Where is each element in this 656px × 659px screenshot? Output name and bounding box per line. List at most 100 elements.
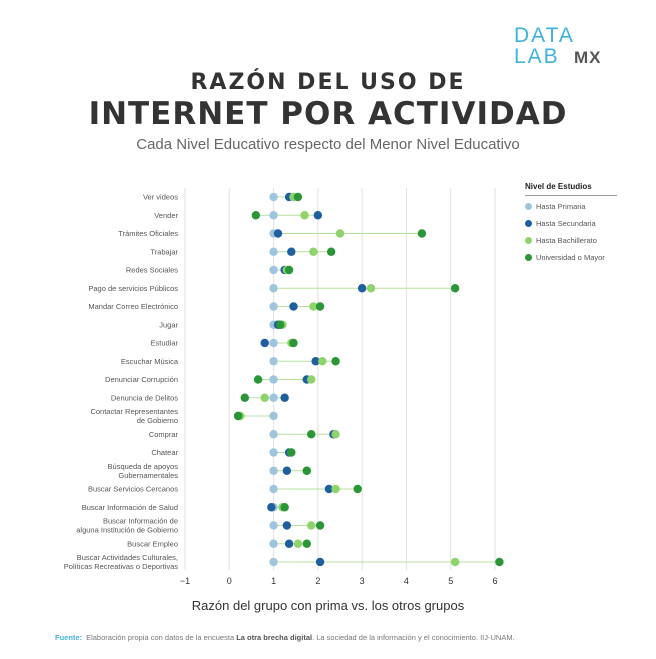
data-point	[260, 393, 269, 402]
data-point	[269, 302, 278, 311]
data-point	[273, 229, 283, 238]
legend-dot-icon	[525, 237, 532, 244]
legend-title: Nivel de Estudios	[525, 182, 592, 191]
logo-line-1: DATA	[514, 24, 575, 47]
legend-dot-icon	[525, 203, 532, 210]
chart-title-line-2: INTERNET POR ACTIVIDAD	[88, 96, 568, 132]
data-point	[324, 484, 334, 494]
category-label: Buscar Empleo	[127, 539, 178, 548]
legend-item-secundaria: Hasta Secundaria	[525, 219, 626, 228]
legend: Nivel de Estudios Hasta Primaria Hasta S…	[525, 182, 645, 270]
x-tick-label: 5	[448, 576, 453, 586]
data-point	[269, 211, 278, 220]
legend-divider	[525, 195, 617, 196]
data-point	[269, 192, 278, 202]
category-label: Mandar Correo Electrónico	[88, 302, 178, 311]
data-point	[280, 503, 289, 512]
data-point	[309, 302, 318, 311]
data-point	[269, 357, 278, 366]
data-point	[315, 521, 325, 530]
data-point	[293, 539, 303, 548]
data-point	[253, 375, 263, 384]
footer-survey-name: La otra brecha digital	[236, 633, 313, 642]
data-point	[267, 503, 276, 512]
data-point	[450, 557, 460, 567]
category-label: Buscar Información de	[103, 517, 178, 526]
legend-item-universidad: Universidad o Mayor	[525, 253, 626, 262]
data-point	[293, 192, 303, 202]
category-label: Buscar Servicios Cercanos	[88, 485, 178, 494]
source-footer: Fuente: Elaboración propia con datos de l…	[55, 633, 515, 642]
data-point	[269, 521, 278, 530]
data-point	[251, 211, 261, 220]
category-label: Contactar Representantes	[90, 407, 178, 416]
category-label: Estudiar	[150, 339, 178, 348]
legend-label: Hasta Primaria	[536, 202, 586, 211]
data-point	[269, 247, 278, 256]
data-point	[331, 430, 340, 439]
data-point	[269, 430, 278, 439]
data-point	[326, 247, 336, 256]
footer-text-after: . La sociedad de la información y el con…	[312, 633, 515, 642]
data-point	[269, 375, 278, 384]
category-label: alguna Institución de Gobierno	[76, 526, 178, 535]
category-label: Trámites Oficiales	[118, 229, 178, 238]
data-point	[450, 284, 460, 293]
data-point	[269, 539, 278, 548]
legend-label: Hasta Secundaria	[536, 219, 596, 228]
x-tick-label: 2	[315, 576, 320, 586]
category-label: Comprar	[149, 430, 179, 439]
data-point	[357, 284, 367, 293]
logo-line-3: MX	[574, 48, 602, 67]
legend-item-primaria: Hasta Primaria	[525, 202, 626, 211]
data-point	[269, 448, 278, 457]
legend-label: Hasta Bachillerato	[536, 236, 597, 245]
data-point	[276, 320, 285, 329]
logo-line-2: LAB	[514, 45, 560, 68]
data-point	[335, 229, 345, 238]
category-label: Denuncia de Delitos	[111, 393, 178, 402]
category-label: Trabajar	[150, 247, 178, 256]
data-point	[269, 284, 278, 293]
data-point	[307, 430, 316, 439]
category-label: Denunciar Corrupción	[105, 375, 178, 384]
data-point	[284, 539, 294, 548]
x-tick-label: 3	[360, 576, 365, 586]
x-tick-label: 0	[227, 576, 232, 586]
x-axis-label: Razón del grupo con prima vs. los otros …	[191, 598, 465, 613]
category-label: Chatear	[151, 448, 178, 457]
data-point	[315, 302, 325, 311]
data-point	[269, 265, 278, 275]
data-point	[240, 393, 249, 402]
data-point	[284, 265, 294, 275]
data-point	[309, 247, 318, 256]
data-point	[307, 375, 316, 384]
category-label: Jugar	[159, 320, 178, 329]
data-point	[495, 557, 504, 567]
footer-source-label: Fuente:	[55, 633, 83, 642]
data-point	[366, 284, 376, 293]
x-tick-label: 6	[492, 576, 497, 586]
category-label: Ver videos	[143, 193, 178, 202]
chart-title-line-1: RAZÓN DEL USO DE	[190, 70, 466, 95]
data-point	[307, 521, 316, 530]
data-point	[331, 357, 340, 366]
category-label: de Gobierno	[137, 416, 178, 425]
x-tick-label: −1	[180, 576, 190, 586]
data-point	[269, 411, 278, 421]
footer-text-before: Elaboración propia con datos de la encue…	[86, 633, 235, 642]
data-point	[315, 557, 325, 567]
data-point	[318, 357, 327, 366]
category-label: Buscar Información de Salud	[82, 503, 178, 512]
data-point	[282, 466, 292, 475]
data-point	[313, 211, 323, 220]
legend-dot-icon	[525, 220, 532, 227]
data-point	[287, 247, 296, 256]
data-point	[260, 338, 269, 348]
data-point	[302, 466, 311, 475]
data-point	[417, 229, 427, 238]
datalab-logo: DATA LAB MX	[514, 24, 614, 68]
data-point	[289, 302, 298, 311]
data-point	[282, 521, 292, 530]
data-point	[269, 557, 278, 567]
